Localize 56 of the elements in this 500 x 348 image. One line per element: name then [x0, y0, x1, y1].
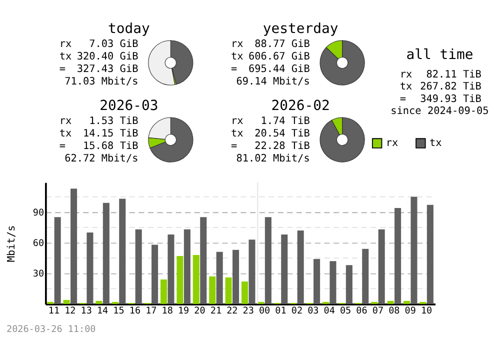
- text: = 695.44 GiB: [230, 64, 310, 76]
- x-tick-label: 05: [340, 306, 352, 317]
- legend-label: rx: [386, 138, 398, 150]
- chart-title: today: [108, 21, 150, 38]
- text: tx 267.82 TiB: [400, 82, 482, 93]
- text: tx 20.54 TiB: [230, 128, 310, 140]
- x-tick-label: 02: [291, 306, 303, 317]
- x-tick-label: 12: [64, 306, 76, 317]
- text: tx 320.40 GiB: [59, 52, 138, 63]
- text: tx 606.67 GiB: [230, 52, 310, 63]
- x-tick-label: 20: [194, 306, 206, 317]
- text: 81.02 Mbit/s: [236, 154, 310, 165]
- x-tick-label: 13: [80, 306, 92, 317]
- text: rx 82.11 TiB: [400, 70, 482, 81]
- y-tick-label: 30: [32, 268, 44, 280]
- x-tick-label: 14: [96, 306, 109, 317]
- x-tick-label: 11: [48, 306, 60, 317]
- y-axis-title: Mbit/s: [6, 225, 18, 262]
- x-tick-label: 16: [129, 306, 141, 317]
- x-tick-label: 00: [258, 306, 270, 317]
- x-tick-label: 01: [275, 306, 286, 317]
- x-tick-label: 19: [178, 306, 190, 317]
- x-tick-label: 23: [242, 306, 254, 317]
- x-tick-label: 04: [324, 306, 336, 317]
- x-tick-label: 09: [404, 306, 416, 317]
- text: = 327.43 GiB: [59, 64, 138, 76]
- x-tick-label: 22: [226, 306, 238, 317]
- text: = 349.93 TiB: [400, 94, 482, 105]
- x-tick-label: 18: [162, 306, 173, 317]
- text: since 2024-09-05: [390, 106, 489, 117]
- text: 62.72 Mbit/s: [64, 154, 138, 165]
- x-tick-label: 21: [210, 306, 222, 317]
- legend-label: tx: [430, 138, 442, 150]
- text: 71.03 Mbit/s: [64, 76, 138, 88]
- text: rx 1.53 TiB: [59, 116, 138, 128]
- text: rx 7.03 GiB: [59, 39, 138, 50]
- chart-title: 2026-02: [271, 98, 330, 114]
- chart-title: 2026-03: [100, 98, 158, 114]
- x-tick-label: 08: [388, 306, 400, 317]
- text: rx 1.74 TiB: [230, 116, 310, 128]
- chart-title: yesterday: [262, 21, 338, 38]
- text: 69.14 Mbit/s: [236, 76, 310, 88]
- text: rx 88.77 GiB: [230, 39, 310, 50]
- y-tick-label: 90: [32, 207, 44, 218]
- text: = 15.68 TiB: [59, 141, 138, 152]
- x-tick-label: 06: [356, 306, 368, 317]
- x-tick-label: 15: [113, 306, 124, 317]
- text: = 22.28 TiB: [230, 141, 310, 152]
- y-tick-label: 60: [32, 238, 44, 249]
- text: tx 14.15 TiB: [59, 128, 138, 140]
- x-tick-label: 03: [308, 306, 319, 317]
- x-tick-label: 07: [372, 306, 384, 317]
- text: 2026-03-26 11:00: [6, 324, 96, 335]
- x-tick-label: 17: [146, 306, 157, 317]
- text: all time: [406, 47, 474, 64]
- x-tick-label: 10: [420, 306, 432, 317]
